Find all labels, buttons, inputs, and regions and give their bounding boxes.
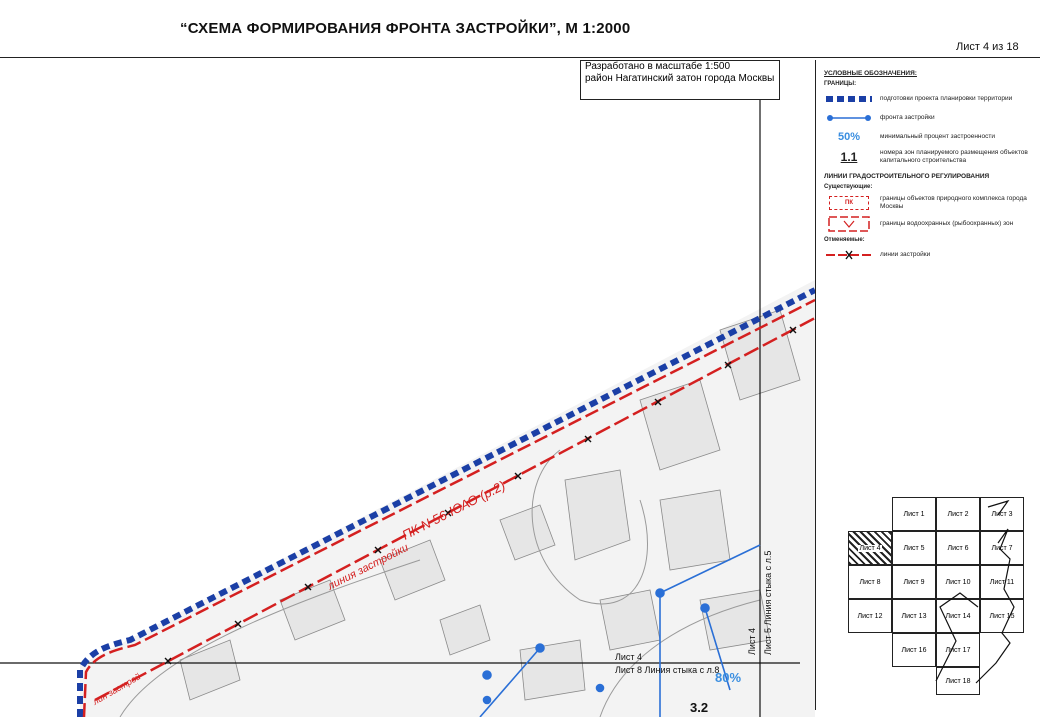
map-canvas[interactable]: ПК N 56-ЮАО (р.2) линия застройки лин за… (0, 57, 815, 717)
legend-sub-cancelled: Отменяемые: (824, 237, 865, 243)
roads (119, 449, 761, 717)
legend-sub-existing: Существующие: (824, 184, 873, 190)
sheet-cell[interactable]: Лист 5 (892, 531, 936, 565)
blue-dashed-boundary-icon (824, 95, 874, 103)
legend-item: линии застройки (824, 248, 1040, 262)
legend-panel: УСЛОВНЫЕ ОБОЗНАЧЕНИЯ: ГРАНИЦЫ: подготовк… (815, 60, 1040, 710)
blue-dot-line-icon (824, 114, 874, 122)
sheet-cell[interactable]: Лист 8 (848, 565, 892, 599)
sheet-cell[interactable]: Лист 18 (936, 667, 980, 695)
building-blocks (179, 309, 801, 701)
sheet-cell[interactable]: Лист 9 (892, 565, 936, 599)
sheet-cell[interactable]: Лист 16 (892, 633, 936, 667)
sheet-cell[interactable]: Лист 3 (980, 497, 1024, 531)
map-frame (0, 57, 1040, 718)
legend-item: 1.1 номера зон планируемого размещения о… (824, 149, 1040, 165)
legend-label: минимальный процент застроенности (880, 133, 995, 140)
percent-label: 80% (715, 670, 741, 685)
pk-symbol-text: ПК (845, 200, 853, 206)
legend-zone-symbol: 1.1 (840, 150, 858, 164)
legend-item: ПК границы объектов природного комплекса… (824, 195, 1040, 211)
sheet-cell[interactable]: Лист 14 (936, 599, 980, 633)
pk-boundary-icon: ПК (824, 196, 874, 210)
sheet-cell[interactable]: Лист 10 (936, 565, 980, 599)
sheet-cell[interactable]: Лист 11 (980, 565, 1024, 599)
red-cross-line-icon (824, 250, 874, 260)
info-box: Разработано в масштабе 1:500 район Нагат… (580, 60, 780, 100)
zone-label: 3.2 (690, 700, 708, 715)
joint-label-h-top: Лист 4 (615, 652, 642, 662)
info-district: район Нагатинский затон города Москвы (585, 73, 775, 84)
map-title: “СХЕМА ФОРМИРОВАНИЯ ФРОНТА ЗАСТРОЙКИ”, М… (180, 20, 631, 37)
legend-group-boundaries: ГРАНИЦЫ: (824, 81, 857, 87)
legend-item: границы водоохранных (рыбоохранных) зон (824, 216, 1040, 232)
info-scale: Разработано в масштабе 1:500 (585, 61, 731, 72)
sheet-number: Лист 4 из 18 (956, 41, 1019, 53)
cancel-marks (164, 326, 797, 665)
sheet-cell[interactable]: Лист 17 (936, 633, 980, 667)
project-boundary (77, 287, 815, 717)
legend-label: номера зон планируемого размещения объек… (880, 149, 1028, 164)
sheet-cell[interactable]: Лист 13 (892, 599, 936, 633)
legend-label: границы водоохранных (рыбоохранных) зон (880, 220, 1014, 227)
legend-section-lines: ЛИНИИ ГРАДОСТРОИТЕЛЬНОГО РЕГУЛИРОВАНИЯ (824, 173, 990, 180)
legend-percent-symbol: 50% (837, 131, 861, 143)
sheet-cell[interactable]: Лист 12 (848, 599, 892, 633)
legend-item: 50% минимальный процент застроенности (824, 130, 1040, 144)
joint-label-v-left: Лист 4 (747, 628, 757, 655)
sheet-cell[interactable]: Лист 1 (892, 497, 936, 531)
sheet-cell[interactable]: Лист 2 (936, 497, 980, 531)
sheet-cell-current[interactable]: Лист 4 (848, 531, 892, 565)
sheet-cell[interactable]: Лист 15 (980, 599, 1024, 633)
cancelled-building-line (94, 316, 815, 702)
legend-label: фронта застройки (880, 114, 935, 121)
pk-boundary (82, 298, 815, 717)
joint-label-v-right: Лист 5 Линия стыка с л.5 (763, 551, 773, 655)
joint-label-h-bottom: Лист 8 Линия стыка с л.8 (615, 665, 719, 675)
legend-label: линии застройки (880, 251, 931, 258)
legend-label: границы объектов природного комплекса го… (880, 195, 1027, 210)
front-lines (479, 544, 761, 717)
legend-label: подготовки проекта планировки территории (880, 95, 1013, 102)
legend-item: фронта застройки (824, 111, 1040, 125)
legend-item: подготовки проекта планировки территории (824, 92, 1040, 106)
sheet-cell[interactable]: Лист 6 (936, 531, 980, 565)
legend-heading: УСЛОВНЫЕ ОБОЗНАЧЕНИЯ: (824, 70, 917, 77)
sheet-cell[interactable]: Лист 7 (980, 531, 1024, 565)
water-protection-icon (824, 216, 874, 232)
